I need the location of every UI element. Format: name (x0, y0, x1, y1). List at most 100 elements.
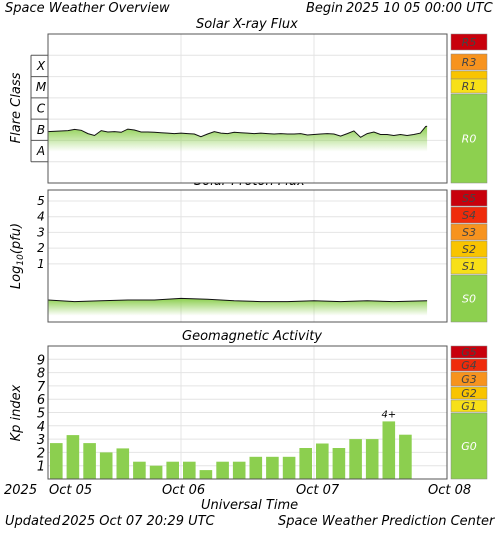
x-axis-title: Universal Time (201, 498, 299, 513)
kp-scale-block-g5 (450, 345, 488, 359)
proton-scale-label-s0: S0 (462, 293, 476, 306)
kp-bar (66, 435, 80, 479)
kp-y-tick-9: 9 (37, 353, 45, 368)
updated-label: Updated (5, 514, 61, 529)
kp-y-tick-6: 6 (37, 393, 45, 408)
kp-scale-label-g5: G5 (461, 346, 477, 359)
kp-plot-border (47, 345, 448, 480)
proton-scale-label-s3: S3 (462, 226, 476, 239)
xray-flux-line (47, 125, 428, 138)
kp-scale-label-g1: G1 (461, 400, 477, 413)
proton-flux-line (47, 297, 428, 303)
kp-bar (282, 456, 296, 479)
kp-scale-block-g4 (450, 358, 488, 372)
xray-scale-block-r3 (450, 53, 488, 71)
xray-y-tick-b: B (37, 123, 45, 137)
begin-label: Begin (306, 1, 344, 16)
xray-scale-block-r0 (450, 93, 488, 184)
xray-title: Solar X-ray Flux (196, 17, 298, 32)
proton-flux-fill (48, 298, 428, 316)
kp-y-tick-7: 7 (37, 380, 46, 395)
kp-bar (216, 461, 229, 479)
kp-bar (116, 448, 130, 479)
kp-bar (149, 465, 163, 479)
kp-bar (99, 452, 113, 479)
begin-time: 2025 10 05 00:00 UTC (346, 1, 493, 16)
kp-bar (183, 461, 196, 479)
proton-scale-label-s2: S2 (462, 243, 476, 256)
proton-y-tick-1: 1 (37, 257, 45, 271)
proton-scale-block-s3 (450, 223, 488, 241)
kp-scale-label-g4: G4 (461, 359, 477, 372)
x-tick-oct07: Oct 07 (296, 483, 340, 498)
kp-bar (83, 443, 96, 479)
kp-bar (399, 434, 412, 479)
proton-y-axis-title: Log10(pfu) (9, 223, 26, 289)
proton-y-tick-5: 5 (37, 194, 45, 208)
proton-scale-block-s5 (450, 189, 488, 207)
xray-scale-block-r2-band (450, 70, 488, 80)
x-tick-oct08: Oct 08 (428, 483, 472, 498)
xray-y-tick-a: A (36, 144, 45, 158)
kp-y-axis-title: Kp index (9, 384, 24, 441)
kp-bar (166, 461, 179, 479)
xray-plot-border (47, 33, 448, 184)
xray-scale-label-r1: R1 (462, 80, 477, 93)
kp-bar (349, 439, 362, 479)
x-tick-oct06: Oct 06 (162, 483, 206, 498)
proton-plot-border (47, 189, 448, 323)
xray-y-tick-m: M (36, 80, 47, 94)
xray-scale-block-r5 (450, 33, 488, 51)
year-label: 2025 (4, 483, 38, 498)
kp-bar (232, 461, 246, 479)
xray-flux-fill (48, 126, 428, 152)
kp-y-tick-3: 3 (37, 433, 45, 448)
kp-scale-label-g3: G3 (461, 373, 477, 386)
kp-scale-block-g3 (450, 371, 488, 387)
kp-bar-annotation: 4+ (381, 409, 396, 420)
xray-scale-label-r0: R0 (462, 133, 477, 146)
proton-y-tick-4: 4 (37, 210, 45, 224)
kp-bar (316, 443, 329, 479)
proton-y-tick-2: 2 (37, 241, 45, 255)
updated-time: 2025 Oct 07 20:29 UTC (62, 514, 215, 529)
proton-scale-label-s1: S1 (462, 260, 476, 273)
xray-scale-label-r5: R5 (462, 36, 477, 49)
xray-y-tick-c: C (37, 102, 46, 116)
proton-scale-block-s0 (450, 274, 488, 323)
proton-scale-block-s2 (450, 240, 488, 258)
x-tick-oct05: Oct 05 (49, 483, 93, 498)
kp-bar (382, 421, 396, 479)
kp-bar (266, 456, 279, 479)
xray-y-axis-title: Flare Class (9, 72, 24, 143)
kp-y-tick-1: 1 (37, 460, 45, 475)
xray-scale-label-r3: R3 (462, 56, 477, 69)
kp-scale-block-g1 (450, 399, 488, 413)
proton-scale-label-s4: S4 (462, 209, 476, 222)
kp-y-tick-4: 4 (37, 420, 45, 435)
proton-scale-block-s1 (450, 257, 488, 275)
kp-bar (133, 461, 146, 479)
kp-bar (199, 470, 213, 479)
prediction-center: Space Weather Prediction Center (278, 514, 495, 529)
proton-y-tick-3: 3 (37, 225, 45, 239)
kp-scale-block-g0 (450, 412, 488, 480)
xray-scale-block-r1 (450, 78, 488, 94)
kp-scale-label-g0: G0 (461, 440, 477, 453)
proton-scale-block-s4 (450, 206, 488, 224)
kp-bar (365, 439, 379, 479)
kp-y-tick-8: 8 (37, 367, 45, 382)
kp-bar (249, 456, 263, 479)
kp-bar (332, 448, 346, 479)
xray-plot-area (48, 34, 447, 183)
proton-scale-label-s5: S5 (462, 192, 476, 205)
geomag-title: Geomagnetic Activity (182, 329, 322, 344)
kp-bar (299, 448, 312, 479)
kp-scale-label-g2: G2 (461, 387, 477, 400)
xray-y-tick-x: X (36, 59, 46, 73)
kp-scale-block-g2 (450, 386, 488, 400)
kp-bar (50, 443, 63, 479)
kp-y-tick-5: 5 (37, 407, 45, 422)
page-title: Space Weather Overview (5, 1, 170, 16)
